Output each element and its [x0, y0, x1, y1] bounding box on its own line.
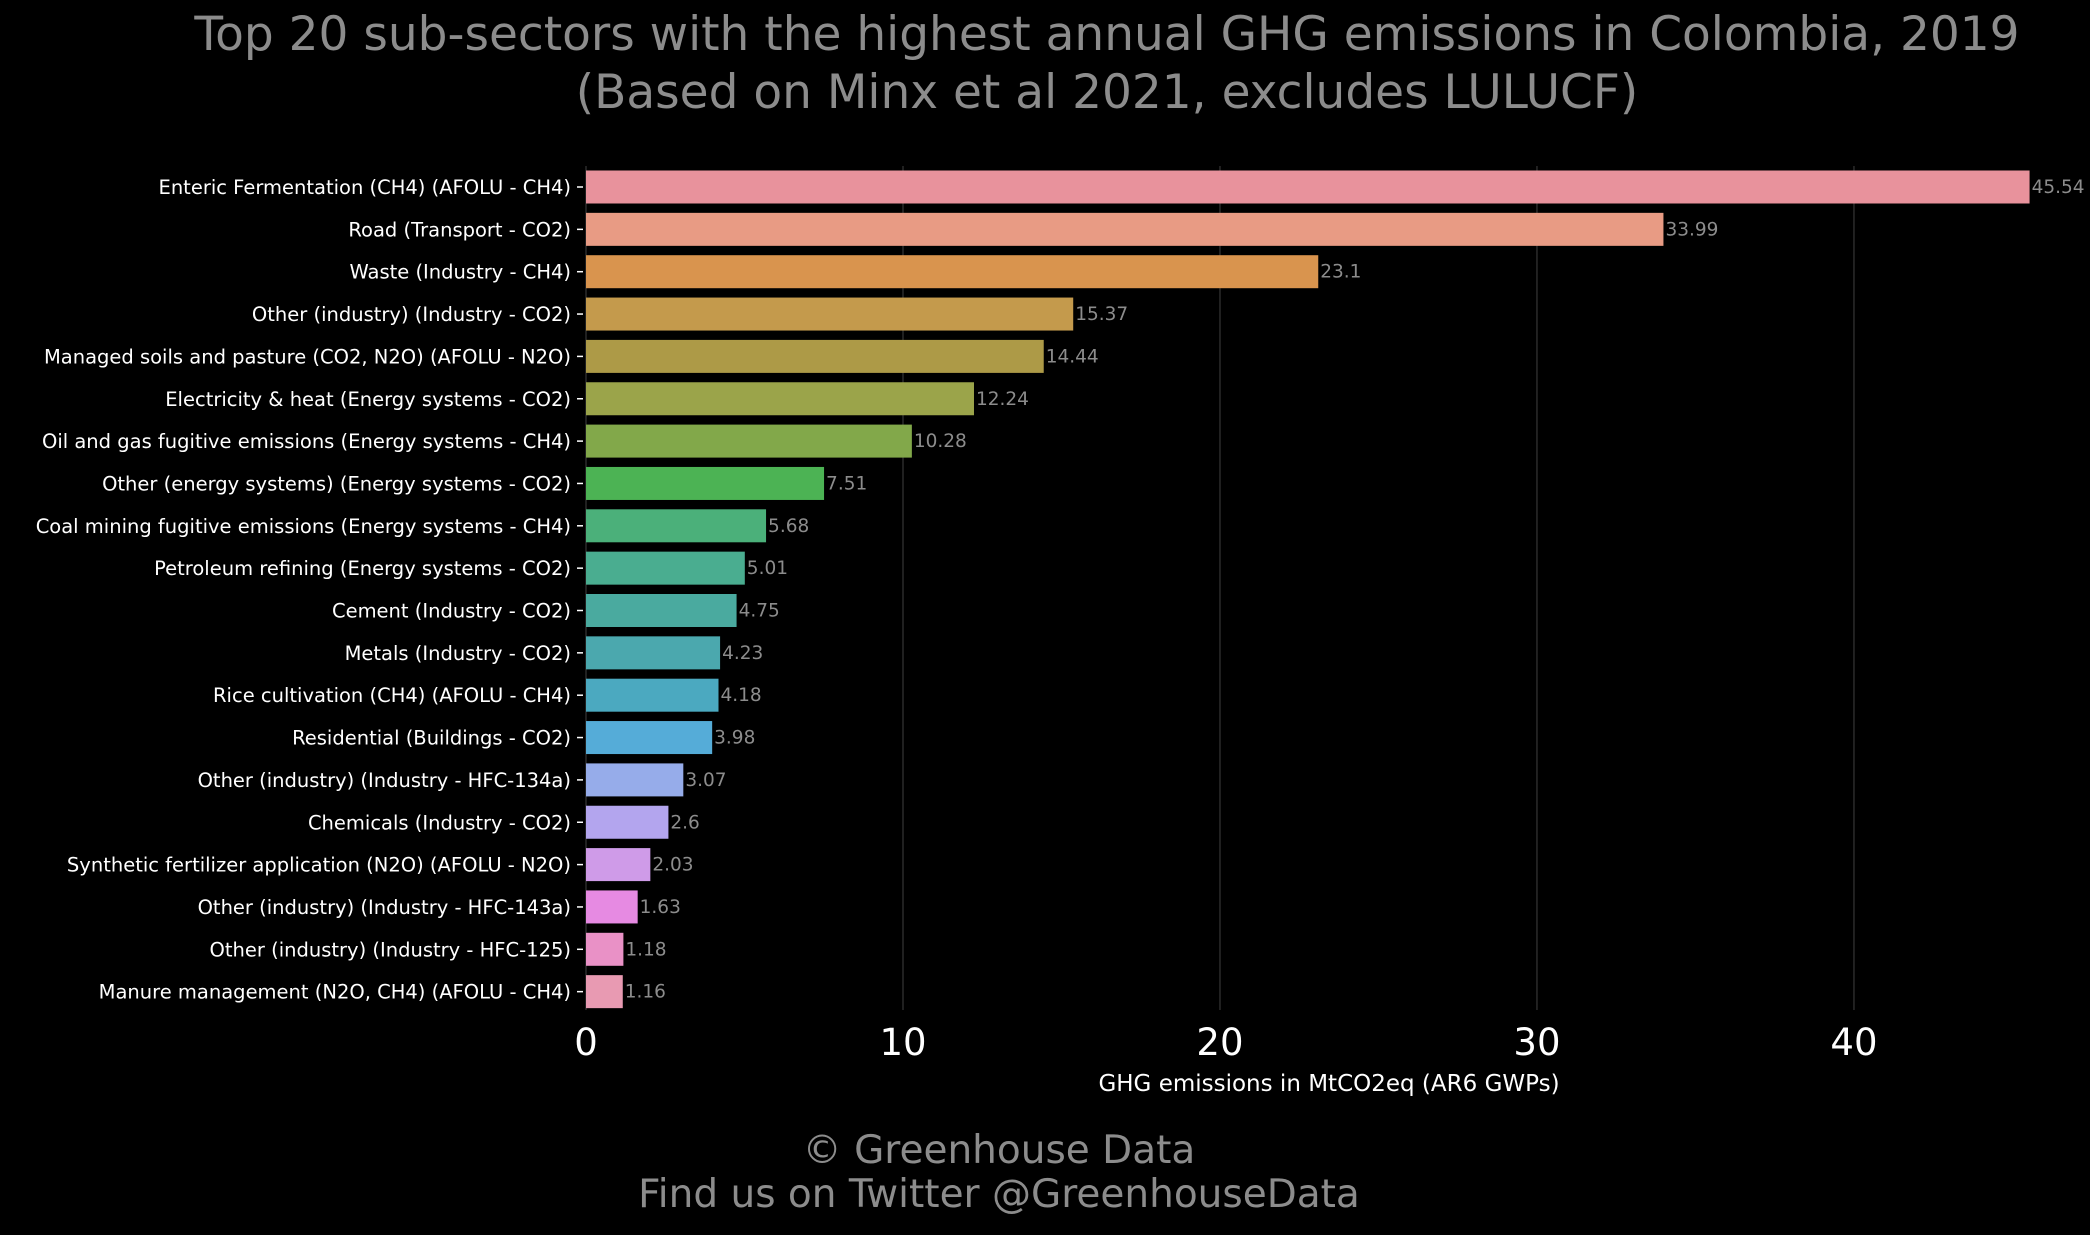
x-tick-label: 40 [1830, 1021, 1877, 1064]
value-label: 4.75 [739, 601, 780, 622]
value-label: 4.18 [721, 685, 762, 706]
category-label: Other (industry) (Industry - HFC-125) [210, 938, 571, 961]
category-label: Road (Transport - CO2) [348, 218, 571, 241]
footer-copyright: © Greenhouse Data [803, 1128, 1196, 1173]
category-label: Cement (Industry - CO2) [332, 600, 571, 623]
value-label: 12.24 [976, 389, 1029, 410]
value-label: 1.63 [640, 897, 681, 918]
category-label: Other (industry) (Industry - HFC-134a) [198, 769, 571, 792]
value-label: 15.37 [1075, 304, 1128, 325]
bar [586, 975, 623, 1009]
category-label: Oil and gas fugitive emissions (Energy s… [42, 430, 571, 453]
bar [586, 636, 721, 670]
value-label: 4.23 [722, 643, 763, 664]
category-label: Electricity & heat (Energy systems - CO2… [165, 388, 571, 411]
footer-twitter: Find us on Twitter @GreenhouseData [638, 1172, 1360, 1217]
value-label: 5.01 [747, 558, 788, 579]
category-label: Other (energy systems) (Energy systems -… [102, 472, 571, 495]
category-label: Other (industry) (Industry - CO2) [252, 303, 571, 326]
value-label: 2.03 [652, 855, 693, 876]
value-label: 1.18 [625, 939, 666, 960]
value-label: 2.6 [670, 812, 699, 833]
bar [586, 763, 684, 797]
bar [586, 466, 825, 500]
bar [586, 890, 638, 924]
value-label: 23.1 [1320, 262, 1361, 283]
bar [586, 170, 2030, 204]
bar [586, 339, 1044, 373]
x-axis-ticks: 0 10 20 30 40 [574, 1021, 1877, 1064]
category-label: Metals (Industry - CO2) [345, 642, 571, 665]
chart-title-line-2: (Based on Minx et al 2021, excludes LULU… [576, 65, 1638, 120]
bar [586, 212, 1664, 246]
category-label: Enteric Fermentation (CH4) (AFOLU - CH4) [159, 176, 572, 199]
x-tick-label: 10 [879, 1021, 926, 1064]
category-label: Petroleum refining (Energy systems - CO2… [154, 557, 571, 580]
bar [586, 551, 745, 585]
value-label: 3.98 [714, 728, 755, 749]
value-label: 3.07 [685, 770, 726, 791]
value-label: 45.54 [2032, 177, 2085, 198]
grid-lines [585, 166, 1855, 1010]
bar [586, 805, 669, 839]
bar [586, 297, 1074, 331]
bar [586, 594, 737, 627]
category-label: Synthetic fertilizer application (N2O) (… [67, 854, 571, 877]
bar [586, 509, 767, 543]
bar [586, 382, 974, 416]
value-label: 7.51 [826, 473, 867, 494]
category-label: Waste (Industry - CH4) [349, 261, 571, 284]
bar [586, 721, 713, 755]
x-tick-label: 30 [1513, 1021, 1560, 1064]
value-label: 10.28 [914, 431, 967, 452]
value-label: 5.68 [768, 516, 809, 537]
x-tick-label: 20 [1196, 1021, 1243, 1064]
category-label: Other (industry) (Industry - HFC-143a) [198, 896, 571, 919]
bar [586, 932, 624, 966]
category-label: Manure management (N2O, CH4) (AFOLU - CH… [99, 981, 571, 1004]
value-label: 1.16 [625, 982, 666, 1003]
category-label: Coal mining fugitive emissions (Energy s… [36, 515, 571, 538]
category-label: Chemicals (Industry - CO2) [308, 811, 571, 834]
bar [586, 848, 651, 882]
value-labels: 45.54 33.99 23.1 15.37 14.44 12.24 10.28 7.51 5.… [625, 177, 2085, 1003]
category-labels: Enteric Fermentation (CH4) (AFOLU - CH4)… [36, 176, 583, 1004]
bar [586, 424, 912, 458]
category-label: Residential (Buildings - CO2) [292, 727, 571, 750]
chart-title-line-1: Top 20 sub-sectors with the highest annu… [193, 7, 2019, 62]
value-label: 14.44 [1046, 346, 1099, 367]
category-label: Rice cultivation (CH4) (AFOLU - CH4) [213, 684, 571, 707]
x-tick-label: 0 [574, 1021, 598, 1064]
bar [586, 678, 719, 712]
value-label: 33.99 [1665, 219, 1718, 240]
bars [586, 170, 2030, 1009]
category-label: Managed soils and pasture (CO2, N2O) (AF… [44, 345, 571, 368]
bar [586, 255, 1319, 289]
x-axis-label: GHG emissions in MtCO2eq (AR6 GWPs) [1098, 1071, 1559, 1097]
